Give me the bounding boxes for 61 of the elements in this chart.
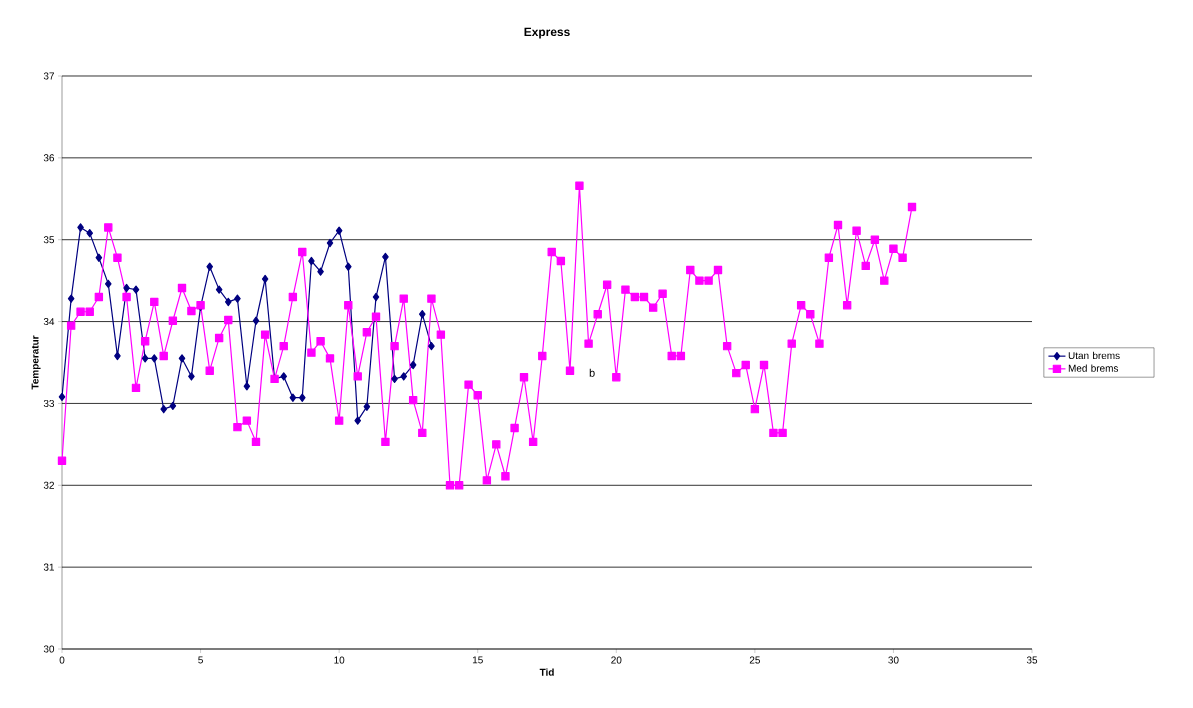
point (86, 228, 94, 238)
point (77, 223, 84, 232)
point (418, 310, 426, 319)
legend-label: Utan brems (1068, 351, 1120, 360)
point (391, 374, 398, 384)
point (317, 267, 324, 276)
point (206, 262, 214, 271)
point (400, 372, 408, 381)
y-tick-label: 30 (43, 645, 55, 653)
legend-label: Med brems (1068, 364, 1119, 372)
point (252, 316, 260, 325)
y-tick-label: 33 (43, 399, 55, 407)
point (289, 393, 297, 402)
point (335, 226, 343, 235)
point (234, 294, 241, 303)
point (132, 285, 140, 294)
x-tick-label: 35 (1026, 656, 1038, 664)
point (123, 283, 130, 293)
point (160, 404, 168, 414)
point (344, 262, 352, 271)
point (224, 297, 232, 307)
x-tick-label: 0 (59, 656, 65, 664)
point (298, 393, 306, 402)
point (141, 354, 149, 363)
point (428, 341, 435, 351)
point (280, 372, 288, 381)
y-tick-label: 36 (43, 154, 55, 162)
y-tick-label: 31 (43, 563, 54, 571)
point (243, 382, 251, 391)
x-tick-label: 15 (472, 656, 483, 664)
point (354, 416, 362, 425)
point (372, 292, 380, 302)
point (114, 351, 121, 361)
point (104, 279, 112, 289)
x-tick-label: 30 (888, 656, 899, 664)
point (363, 402, 371, 411)
point (308, 256, 315, 266)
point (326, 238, 334, 248)
annotation: b (589, 368, 595, 377)
point (261, 274, 269, 284)
y-tick-label: 37 (43, 72, 54, 80)
chart-title: Express (524, 27, 570, 39)
point (169, 401, 177, 411)
point (58, 392, 66, 402)
y-tick-label: 34 (43, 318, 55, 326)
point (188, 372, 195, 381)
point (178, 354, 186, 363)
y-tick-label: 32 (43, 481, 54, 489)
point (382, 252, 389, 262)
point (215, 285, 223, 294)
x-tick-label: 10 (334, 656, 345, 664)
x-axis-title: Tid (539, 668, 554, 676)
y-tick-label: 35 (43, 236, 55, 244)
point (95, 253, 103, 262)
point (67, 294, 75, 303)
point (150, 354, 158, 363)
y-axis-title: Temperatur (31, 335, 41, 390)
x-tick-label: 5 (198, 656, 203, 664)
point (409, 360, 417, 370)
x-tick-label: 25 (749, 656, 760, 664)
x-tick-label: 20 (611, 656, 622, 664)
